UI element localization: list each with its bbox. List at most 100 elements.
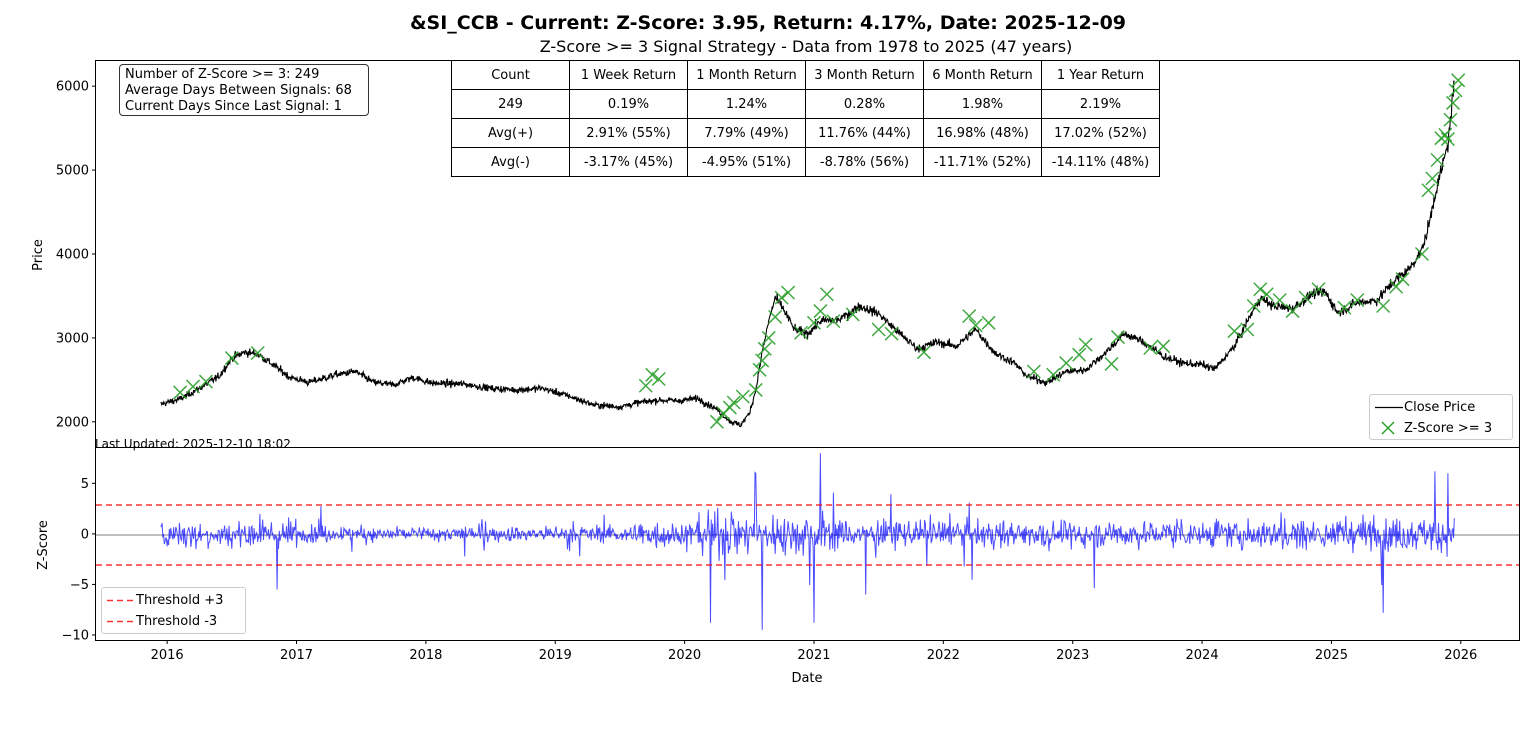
table-row: Avg(-) -3.17% (45%) -4.95% (51%) -8.78% … — [451, 147, 1160, 177]
signal-marker — [1246, 298, 1261, 314]
signal-marker — [1389, 279, 1404, 294]
table-header-cell: 6 Month Return — [923, 60, 1042, 90]
signal-marker — [1285, 304, 1300, 319]
signal-marker — [768, 309, 783, 324]
date-tick-label: 2022 — [927, 648, 960, 663]
close-price-line — [160, 80, 1455, 428]
signal-marker — [173, 385, 188, 400]
signal-marker — [752, 362, 767, 377]
signal-marker — [1448, 83, 1463, 98]
returns-table: Count 1 Week Return 1 Month Return 3 Mon… — [451, 60, 1160, 177]
signal-marker — [757, 341, 772, 356]
signal-marker — [819, 287, 834, 302]
days-since-text: Current Days Since Last Signal: 1 — [125, 99, 342, 114]
signal-marker — [1445, 95, 1461, 110]
zscore-series — [160, 453, 1455, 630]
table-header-cell: 1 Year Return — [1041, 60, 1160, 90]
signal-marker — [1451, 73, 1466, 88]
zscore-legend: Threshold +3 Threshold -3 — [101, 587, 246, 634]
signal-marker — [813, 304, 828, 319]
table-header-cell: 1 Week Return — [569, 60, 688, 90]
table-cell: 0.28% — [805, 89, 924, 119]
legend-item-threshold-plus: Threshold +3 — [102, 590, 245, 611]
signal-marker — [1156, 339, 1171, 354]
zscore-y-axis-label: Z-Score — [36, 520, 51, 570]
last-updated-text: Last Updated: 2025-12-10 18:02 — [95, 437, 291, 451]
date-tick-label: 2025 — [1315, 648, 1348, 663]
signal-marker — [1227, 324, 1242, 339]
signal-marker — [224, 351, 239, 366]
signal-marker — [1298, 290, 1313, 305]
legend-label: Z-Score >= 3 — [1404, 421, 1493, 436]
signal-marker — [845, 307, 860, 322]
zscore-tick-label: −10 — [62, 628, 89, 643]
legend-label: Threshold +3 — [136, 593, 224, 608]
legend-item-zscore-signal: Z-Score >= 3 — [1370, 418, 1512, 439]
signal-marker — [794, 325, 809, 340]
chart-subtitle: Z-Score >= 3 Signal Strategy - Data from… — [540, 37, 1073, 56]
signal-marker — [638, 378, 653, 393]
table-cell: -14.11% (48%) — [1041, 147, 1160, 177]
dashed-line-swatch-icon — [102, 590, 136, 611]
table-cell: 17.02% (52%) — [1041, 118, 1160, 148]
x-marker-icon — [1370, 418, 1404, 439]
price-tick-label: 6000 — [56, 80, 89, 95]
table-cell: 1.24% — [687, 89, 806, 119]
table-row: Avg(+) 2.91% (55%) 7.79% (49%) 11.76% (4… — [451, 118, 1160, 148]
signal-marker — [1104, 356, 1119, 371]
table-header-cell: Count — [451, 60, 570, 90]
signal-marker — [250, 345, 265, 361]
zscore-y-ticks: −10 −5 0 5 — [62, 477, 96, 643]
signal-marker — [709, 414, 724, 429]
date-tick-label: 2021 — [797, 648, 830, 663]
date-tick-label: 2023 — [1056, 648, 1089, 663]
zscore-tick-label: −5 — [70, 578, 89, 593]
table-cell: -3.17% (45%) — [569, 147, 688, 177]
dashed-line-swatch-icon — [102, 611, 136, 632]
signal-marker — [1240, 322, 1255, 337]
signal-summary-box: Number of Z-Score >= 3: 249 Average Days… — [119, 64, 369, 116]
price-tick-label: 3000 — [56, 331, 89, 346]
signal-marker — [806, 315, 821, 330]
table-row: 249 0.19% 1.24% 0.28% 1.98% 2.19% — [451, 89, 1160, 119]
signal-marker — [1443, 112, 1458, 127]
signal-marker — [748, 382, 763, 397]
table-cell: 2.91% (55%) — [569, 118, 688, 148]
table-cell: 11.76% (44%) — [805, 118, 924, 148]
zscore-line — [160, 453, 1455, 630]
signal-marker — [645, 367, 660, 382]
line-swatch-icon — [1370, 397, 1404, 418]
zscore-tick-label: 0 — [81, 527, 89, 542]
signal-marker — [651, 371, 666, 387]
table-header-cell: 3 Month Return — [805, 60, 924, 90]
signal-marker — [198, 374, 213, 389]
date-tick-label: 2017 — [280, 648, 313, 663]
signal-marker — [761, 330, 776, 345]
date-tick-label: 2024 — [1186, 648, 1219, 663]
signal-marker — [1376, 298, 1391, 314]
signal-marker — [1026, 364, 1041, 379]
legend-item-close-price: Close Price — [1370, 397, 1512, 418]
x-axis-label: Date — [791, 671, 822, 686]
date-tick-label: 2019 — [539, 648, 572, 663]
signal-marker — [1425, 171, 1440, 186]
table-cell: -4.95% (51%) — [687, 147, 806, 177]
table-cell: 16.98% (48%) — [923, 118, 1042, 148]
signal-marker — [1046, 367, 1061, 382]
price-tick-label: 5000 — [56, 164, 89, 179]
signal-marker — [185, 379, 201, 394]
signal-marker — [1395, 272, 1410, 287]
zscore-tick-label: 5 — [81, 477, 89, 492]
signal-marker — [1421, 183, 1436, 198]
table-cell: 7.79% (49%) — [687, 118, 806, 148]
legend-label: Threshold -3 — [136, 614, 218, 629]
signal-marker — [1078, 337, 1093, 352]
signal-marker — [774, 290, 789, 305]
table-cell: Avg(+) — [451, 118, 570, 148]
table-cell: 249 — [451, 89, 570, 119]
signal-marker — [1259, 287, 1274, 302]
signal-marker — [1430, 152, 1445, 168]
signal-marker — [781, 285, 796, 300]
table-cell: -8.78% (56%) — [805, 147, 924, 177]
